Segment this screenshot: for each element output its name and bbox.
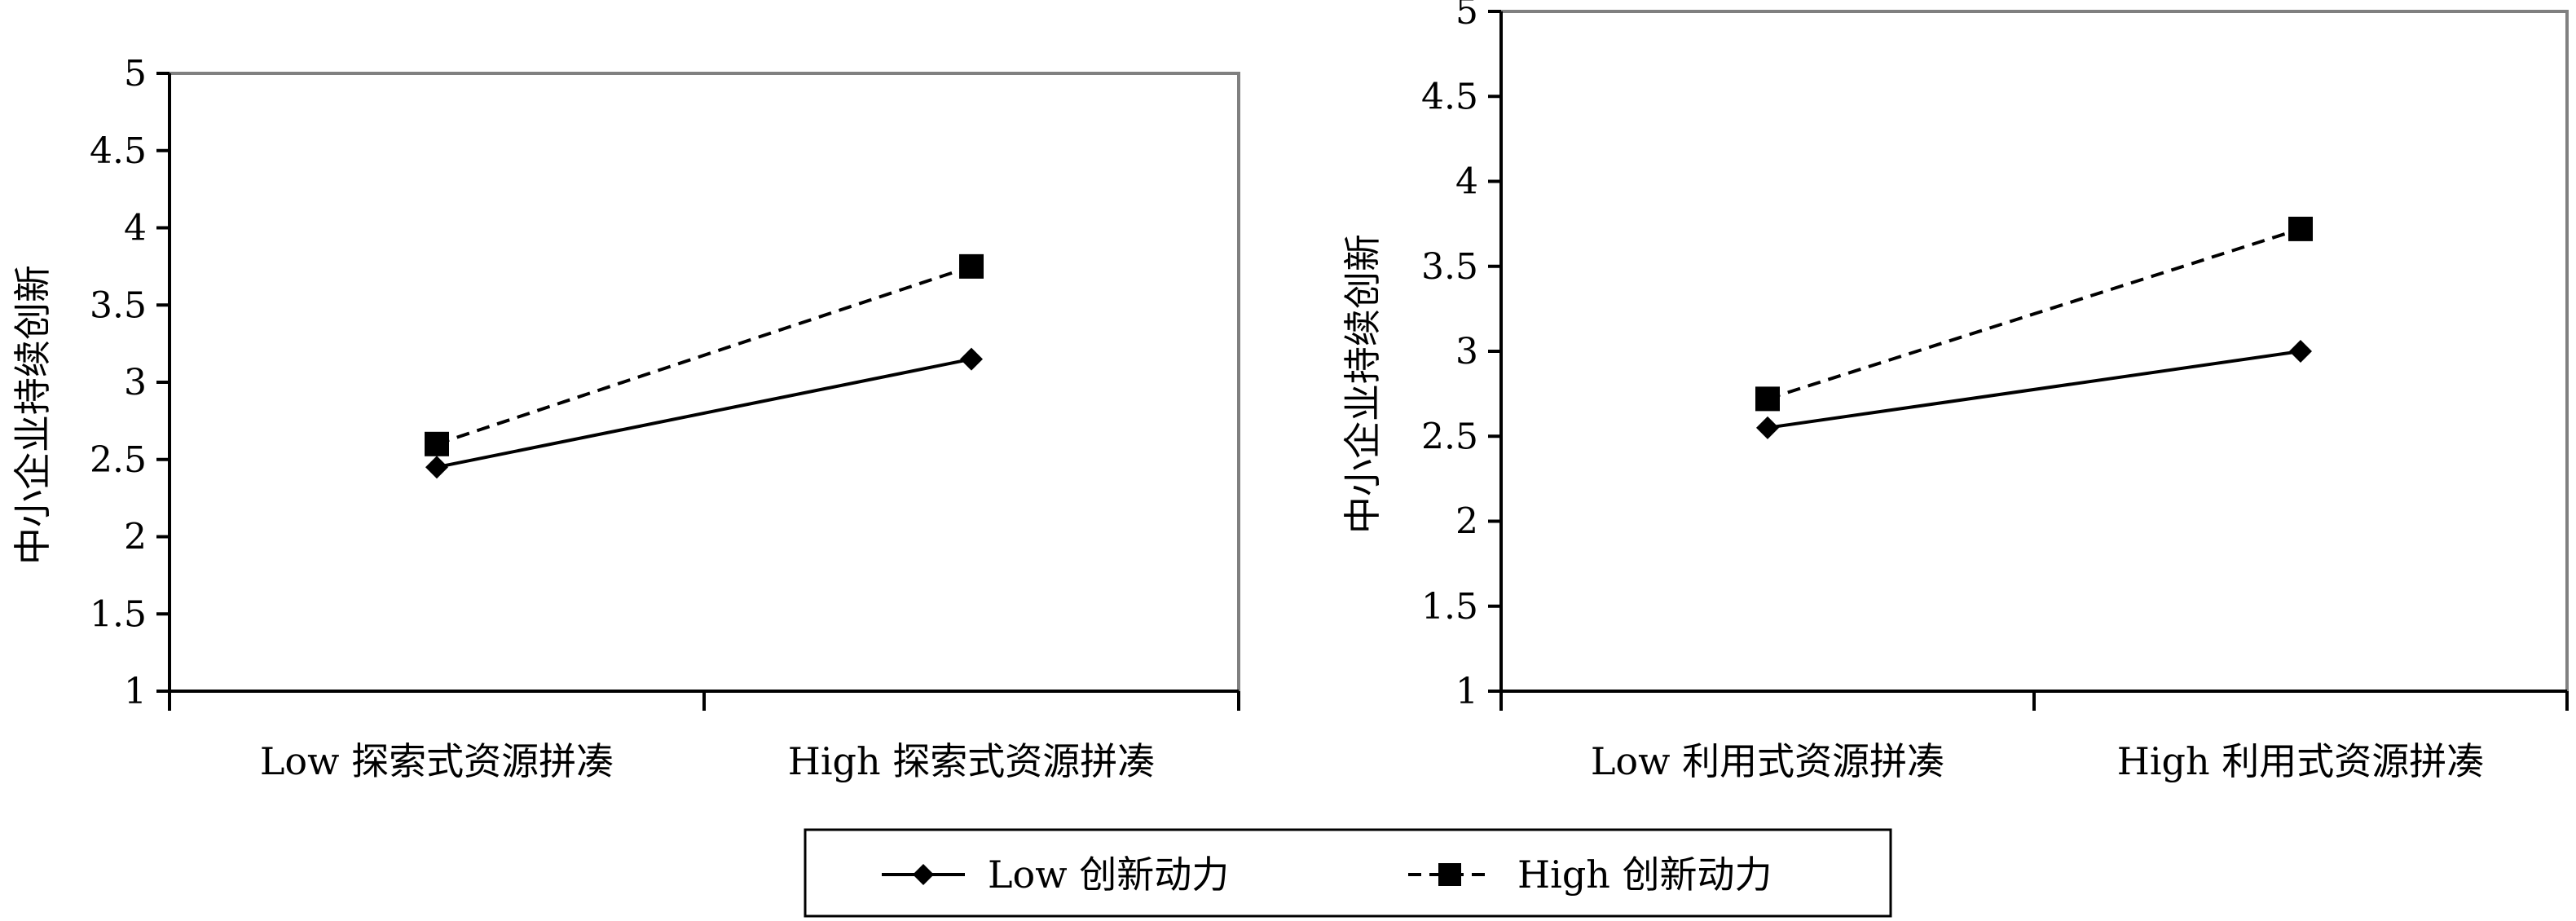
- left-category-label: High 探索式资源拼凑: [788, 739, 1156, 783]
- right-y-tick-label: 3.5: [1421, 246, 1478, 288]
- left-y-axis-title: 中小企业持续创新: [11, 265, 55, 565]
- left-diamond-marker: [425, 456, 448, 479]
- legend-label-high: High 创新动力: [1517, 853, 1772, 897]
- left-diamond-marker: [960, 347, 983, 371]
- legend-square-marker: [1438, 863, 1461, 886]
- left-y-tick-label: 1: [124, 671, 147, 712]
- left-series-line-high: [436, 264, 972, 446]
- right-series-line-high: [1767, 227, 2301, 401]
- left-plot-frame: [170, 72, 1240, 691]
- left-square-marker: [425, 431, 449, 456]
- left-y-tick-label: 4.5: [90, 130, 147, 172]
- left-y-tick-label: 5: [124, 53, 147, 95]
- legend-box: [804, 828, 1892, 918]
- right-y-tick-label: 2.5: [1421, 416, 1478, 457]
- right-series-line-low: [1767, 350, 2301, 430]
- left-square-marker: [959, 253, 984, 279]
- left-category-label: Low 探索式资源拼凑: [260, 739, 614, 783]
- chart-right-exploitative: 1 1.5 2 2.5 3 3.5 4 4.5 5 Low 利用式资源拼凑 High 利用式资源拼凑…: [1341, 0, 2569, 783]
- legend-label-low: Low 创新动力: [988, 853, 1229, 897]
- right-y-tick-label: 3: [1455, 331, 1478, 372]
- right-y-tick-label: 5: [1455, 0, 1478, 33]
- left-y-tick-label: 3: [124, 362, 147, 403]
- right-y-tick-label: 1.5: [1421, 586, 1478, 628]
- right-category-label: Low 利用式资源拼凑: [1591, 739, 1944, 783]
- right-y-tick-label: 1: [1455, 671, 1478, 712]
- right-y-tick-label: 2: [1455, 501, 1478, 543]
- right-square-marker: [1755, 386, 1780, 412]
- right-category-label: High 利用式资源拼凑: [2117, 739, 2485, 783]
- left-series-line-low: [436, 357, 972, 469]
- left-y-tick-label: 3.5: [90, 284, 147, 326]
- right-y-axis-title: 中小企业持续创新: [1341, 234, 1385, 534]
- left-y-tick-label: 4: [124, 208, 147, 249]
- right-square-marker: [2288, 216, 2313, 241]
- right-diamond-marker: [1756, 416, 1779, 439]
- chart-left-exploratory: 1 1.5 2 2.5 3 3.5 4 4.5 5 Low 探索式资源拼凑 High 探索式资源拼凑…: [11, 53, 1240, 783]
- right-y-tick-label: 4.5: [1421, 76, 1478, 117]
- right-diamond-marker: [2289, 340, 2312, 363]
- right-plot-frame: [1501, 10, 2569, 691]
- left-y-tick-label: 1.5: [90, 593, 147, 635]
- legend-diamond-marker: [913, 864, 934, 885]
- legend: Low 创新动力 High 创新动力: [804, 828, 1892, 918]
- left-y-tick-label: 2: [124, 517, 147, 558]
- right-y-tick-label: 4: [1455, 161, 1478, 203]
- left-y-tick-label: 2.5: [90, 439, 147, 481]
